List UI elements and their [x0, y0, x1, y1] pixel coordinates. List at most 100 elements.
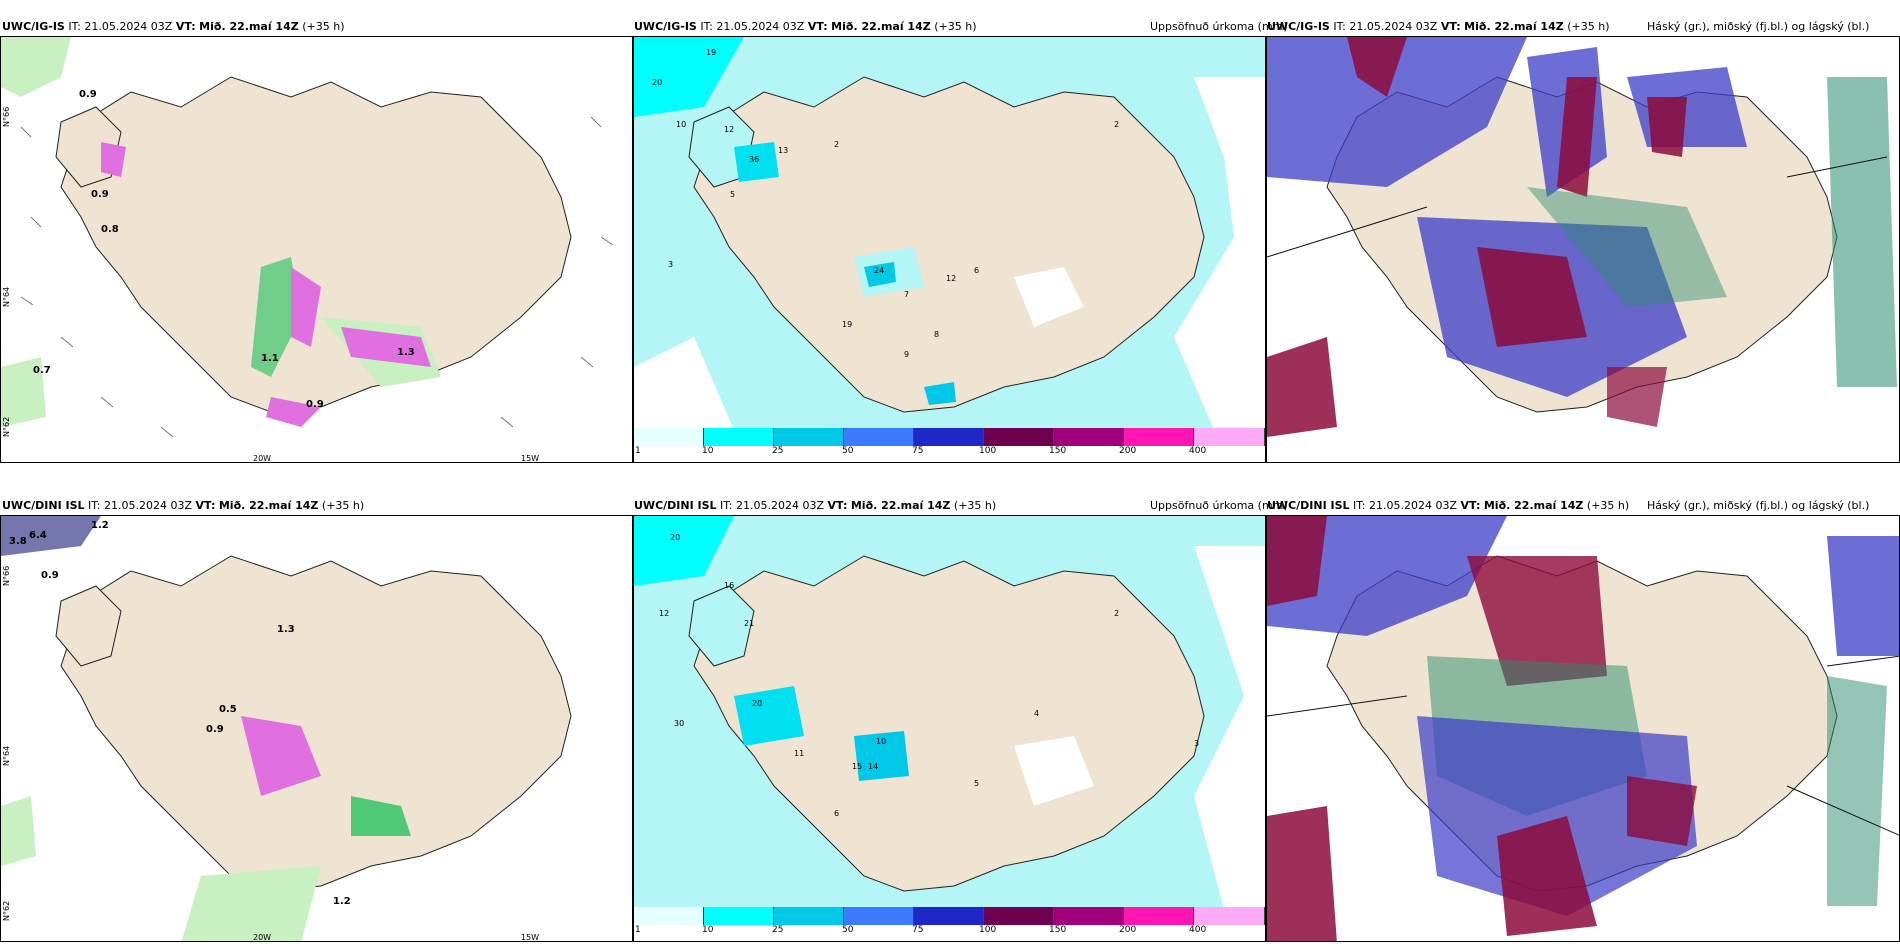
colorbar-cell — [914, 907, 984, 925]
lon-label: 15W — [521, 454, 539, 463]
precip-value: 12 — [659, 609, 669, 618]
colorbar-tick: 10 — [702, 925, 714, 935]
map-precip-row2: 20 16 12 21 30 20 10 15 14 11 6 5 4 3 2 — [634, 516, 1265, 909]
wind-value: 3.8 — [9, 536, 27, 547]
map-cloud-row2 — [1267, 516, 1899, 941]
precip-value: 6 — [834, 809, 839, 818]
wind-value: 1.2 — [91, 520, 109, 531]
precip-value: 9 — [904, 350, 909, 359]
colorbar-tick: 1 — [635, 925, 641, 935]
colorbar-tick: 25 — [772, 925, 784, 935]
panel-title-cloud-row2: Háský (gr.), miðský (fj.bl.) og lágský (… — [1647, 499, 1870, 512]
colorbar-cell — [984, 907, 1054, 925]
map-wind-row2: 3.8 6.4 1.2 0.9 1.3 0.5 0.9 1.2 N°66 N°6… — [1, 516, 632, 942]
colorbar-cell — [634, 907, 704, 925]
precip-value: 10 — [876, 737, 886, 746]
panel-cloud-row2 — [1266, 515, 1900, 942]
colorbar-tick: 400 — [1189, 925, 1207, 935]
panel-precip-row1: 20 19 10 12 36 13 2 5 3 24 12 19 7 6 8 9… — [633, 36, 1266, 463]
wind-value: 0.9 — [306, 399, 324, 410]
panel-cloud-row1 — [1266, 36, 1900, 463]
precip-value: 16 — [724, 581, 734, 590]
colorbar-cell — [914, 428, 984, 446]
precip-value: 3 — [668, 260, 673, 269]
wind-value: 0.9 — [41, 570, 59, 581]
precip-value: 3 — [1194, 739, 1199, 748]
precip-value: 36 — [749, 155, 759, 164]
colorbar-cell — [984, 428, 1054, 446]
panel-wind-row2: 3.8 6.4 1.2 0.9 1.3 0.5 0.9 1.2 N°66 N°6… — [0, 515, 633, 942]
colorbar-tick: 150 — [1049, 925, 1067, 935]
precip-value: 5 — [730, 190, 735, 199]
wind-value: 0.5 — [219, 704, 237, 715]
panel-wind-row1: 0.9 0.9 0.8 0.7 1.3 1.1 0.9 N°66 N°64 N°… — [0, 36, 633, 463]
precip-value: 20 — [652, 78, 662, 87]
precip-value: 6 — [974, 266, 979, 275]
colorbar-cell — [1054, 907, 1124, 925]
colorbar-cell — [1054, 428, 1124, 446]
colorbar-tick: 200 — [1119, 446, 1137, 456]
precip-value: 13 — [778, 146, 788, 155]
precip-value: 2 — [1114, 609, 1119, 618]
wind-value: 0.9 — [79, 89, 97, 100]
precip-value: 2 — [1114, 120, 1119, 129]
panel-header-cloud-row1: UWC/IG-IS IT: 21.05.2024 03Z VT: Mið. 22… — [1267, 20, 1610, 33]
lon-label: 15W — [521, 933, 539, 942]
panel-precip-row2: 20 16 12 21 30 20 10 15 14 11 6 5 4 3 2 … — [633, 515, 1266, 942]
map-wind-row1: 0.9 0.9 0.8 0.7 1.3 1.1 0.9 N°66 N°64 N°… — [1, 37, 632, 463]
precip-colorbar-row1: 1 10 25 50 75 100 150 200 400 — [634, 428, 1265, 462]
precip-value: 30 — [674, 719, 684, 728]
lat-label: N°62 — [2, 417, 11, 437]
precip-value: 2 — [834, 140, 839, 149]
wind-value: 0.9 — [91, 189, 109, 200]
colorbar-tick: 75 — [912, 446, 924, 456]
wind-value: 0.9 — [206, 724, 224, 735]
colorbar-cell — [634, 428, 704, 446]
lat-label: N°64 — [2, 746, 11, 766]
colorbar-tick: 150 — [1049, 446, 1067, 456]
colorbar-tick: 50 — [842, 925, 854, 935]
precip-value: 15 — [852, 762, 862, 771]
wind-value: 0.7 — [33, 365, 51, 376]
precip-value: 14 — [868, 762, 878, 771]
colorbar-cell — [1194, 428, 1265, 446]
colorbar-tick: 50 — [842, 446, 854, 456]
colorbar-tick: 1 — [635, 446, 641, 456]
panel-title-precip-row2: Uppsöfnuð úrkoma (mm) — [1150, 499, 1288, 512]
colorbar-cell — [704, 428, 774, 446]
colorbar-cell — [774, 428, 844, 446]
precip-value: 19 — [706, 48, 716, 57]
colorbar-cell — [1124, 428, 1194, 446]
panel-title-cloud-row1: Háský (gr.), miðský (fj.bl.) og lágský (… — [1647, 20, 1870, 33]
precip-value: 8 — [934, 330, 939, 339]
colorbar-tick: 400 — [1189, 446, 1207, 456]
wind-value: 0.8 — [101, 224, 119, 235]
colorbar-tick: 25 — [772, 446, 784, 456]
colorbar-tick: 100 — [979, 446, 997, 456]
lon-label: 20W — [253, 454, 271, 463]
precip-value: 10 — [676, 120, 686, 129]
precip-value: 5 — [974, 779, 979, 788]
panel-header-cloud-row2: UWC/DINI ISL IT: 21.05.2024 03Z VT: Mið.… — [1267, 499, 1630, 512]
wind-value: 6.4 — [29, 530, 47, 541]
lat-label: N°66 — [2, 107, 11, 127]
panel-header-wind-row2: UWC/DINI ISL IT: 21.05.2024 03Z VT: Mið.… — [2, 499, 365, 512]
colorbar-cell — [844, 428, 914, 446]
panel-title-precip-row1: Uppsöfnuð úrkoma (mm) — [1150, 20, 1288, 33]
panel-header-precip-row2: UWC/DINI ISL IT: 21.05.2024 03Z VT: Mið.… — [634, 499, 997, 512]
lat-label: N°64 — [2, 287, 11, 307]
colorbar-cell — [704, 907, 774, 925]
wind-value: 1.3 — [277, 624, 295, 635]
colorbar-tick: 75 — [912, 925, 924, 935]
lat-label: N°66 — [2, 566, 11, 586]
panel-header-wind-row1: UWC/IG-IS IT: 21.05.2024 03Z VT: Mið. 22… — [2, 20, 345, 33]
precip-value: 12 — [724, 125, 734, 134]
precip-value: 12 — [946, 274, 956, 283]
wind-value: 1.3 — [397, 347, 415, 358]
colorbar-cell — [844, 907, 914, 925]
wind-value: 1.1 — [261, 353, 279, 364]
colorbar-tick: 10 — [702, 446, 714, 456]
colorbar-cell — [1194, 907, 1265, 925]
panel-header-precip-row1: UWC/IG-IS IT: 21.05.2024 03Z VT: Mið. 22… — [634, 20, 977, 33]
colorbar-cell — [1124, 907, 1194, 925]
